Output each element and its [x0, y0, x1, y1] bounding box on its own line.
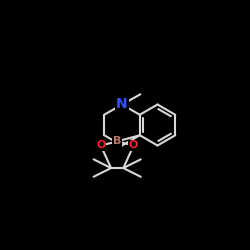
Text: O: O [96, 140, 106, 150]
Text: B: B [113, 136, 122, 146]
Text: N: N [116, 98, 128, 112]
Text: O: O [129, 140, 138, 150]
